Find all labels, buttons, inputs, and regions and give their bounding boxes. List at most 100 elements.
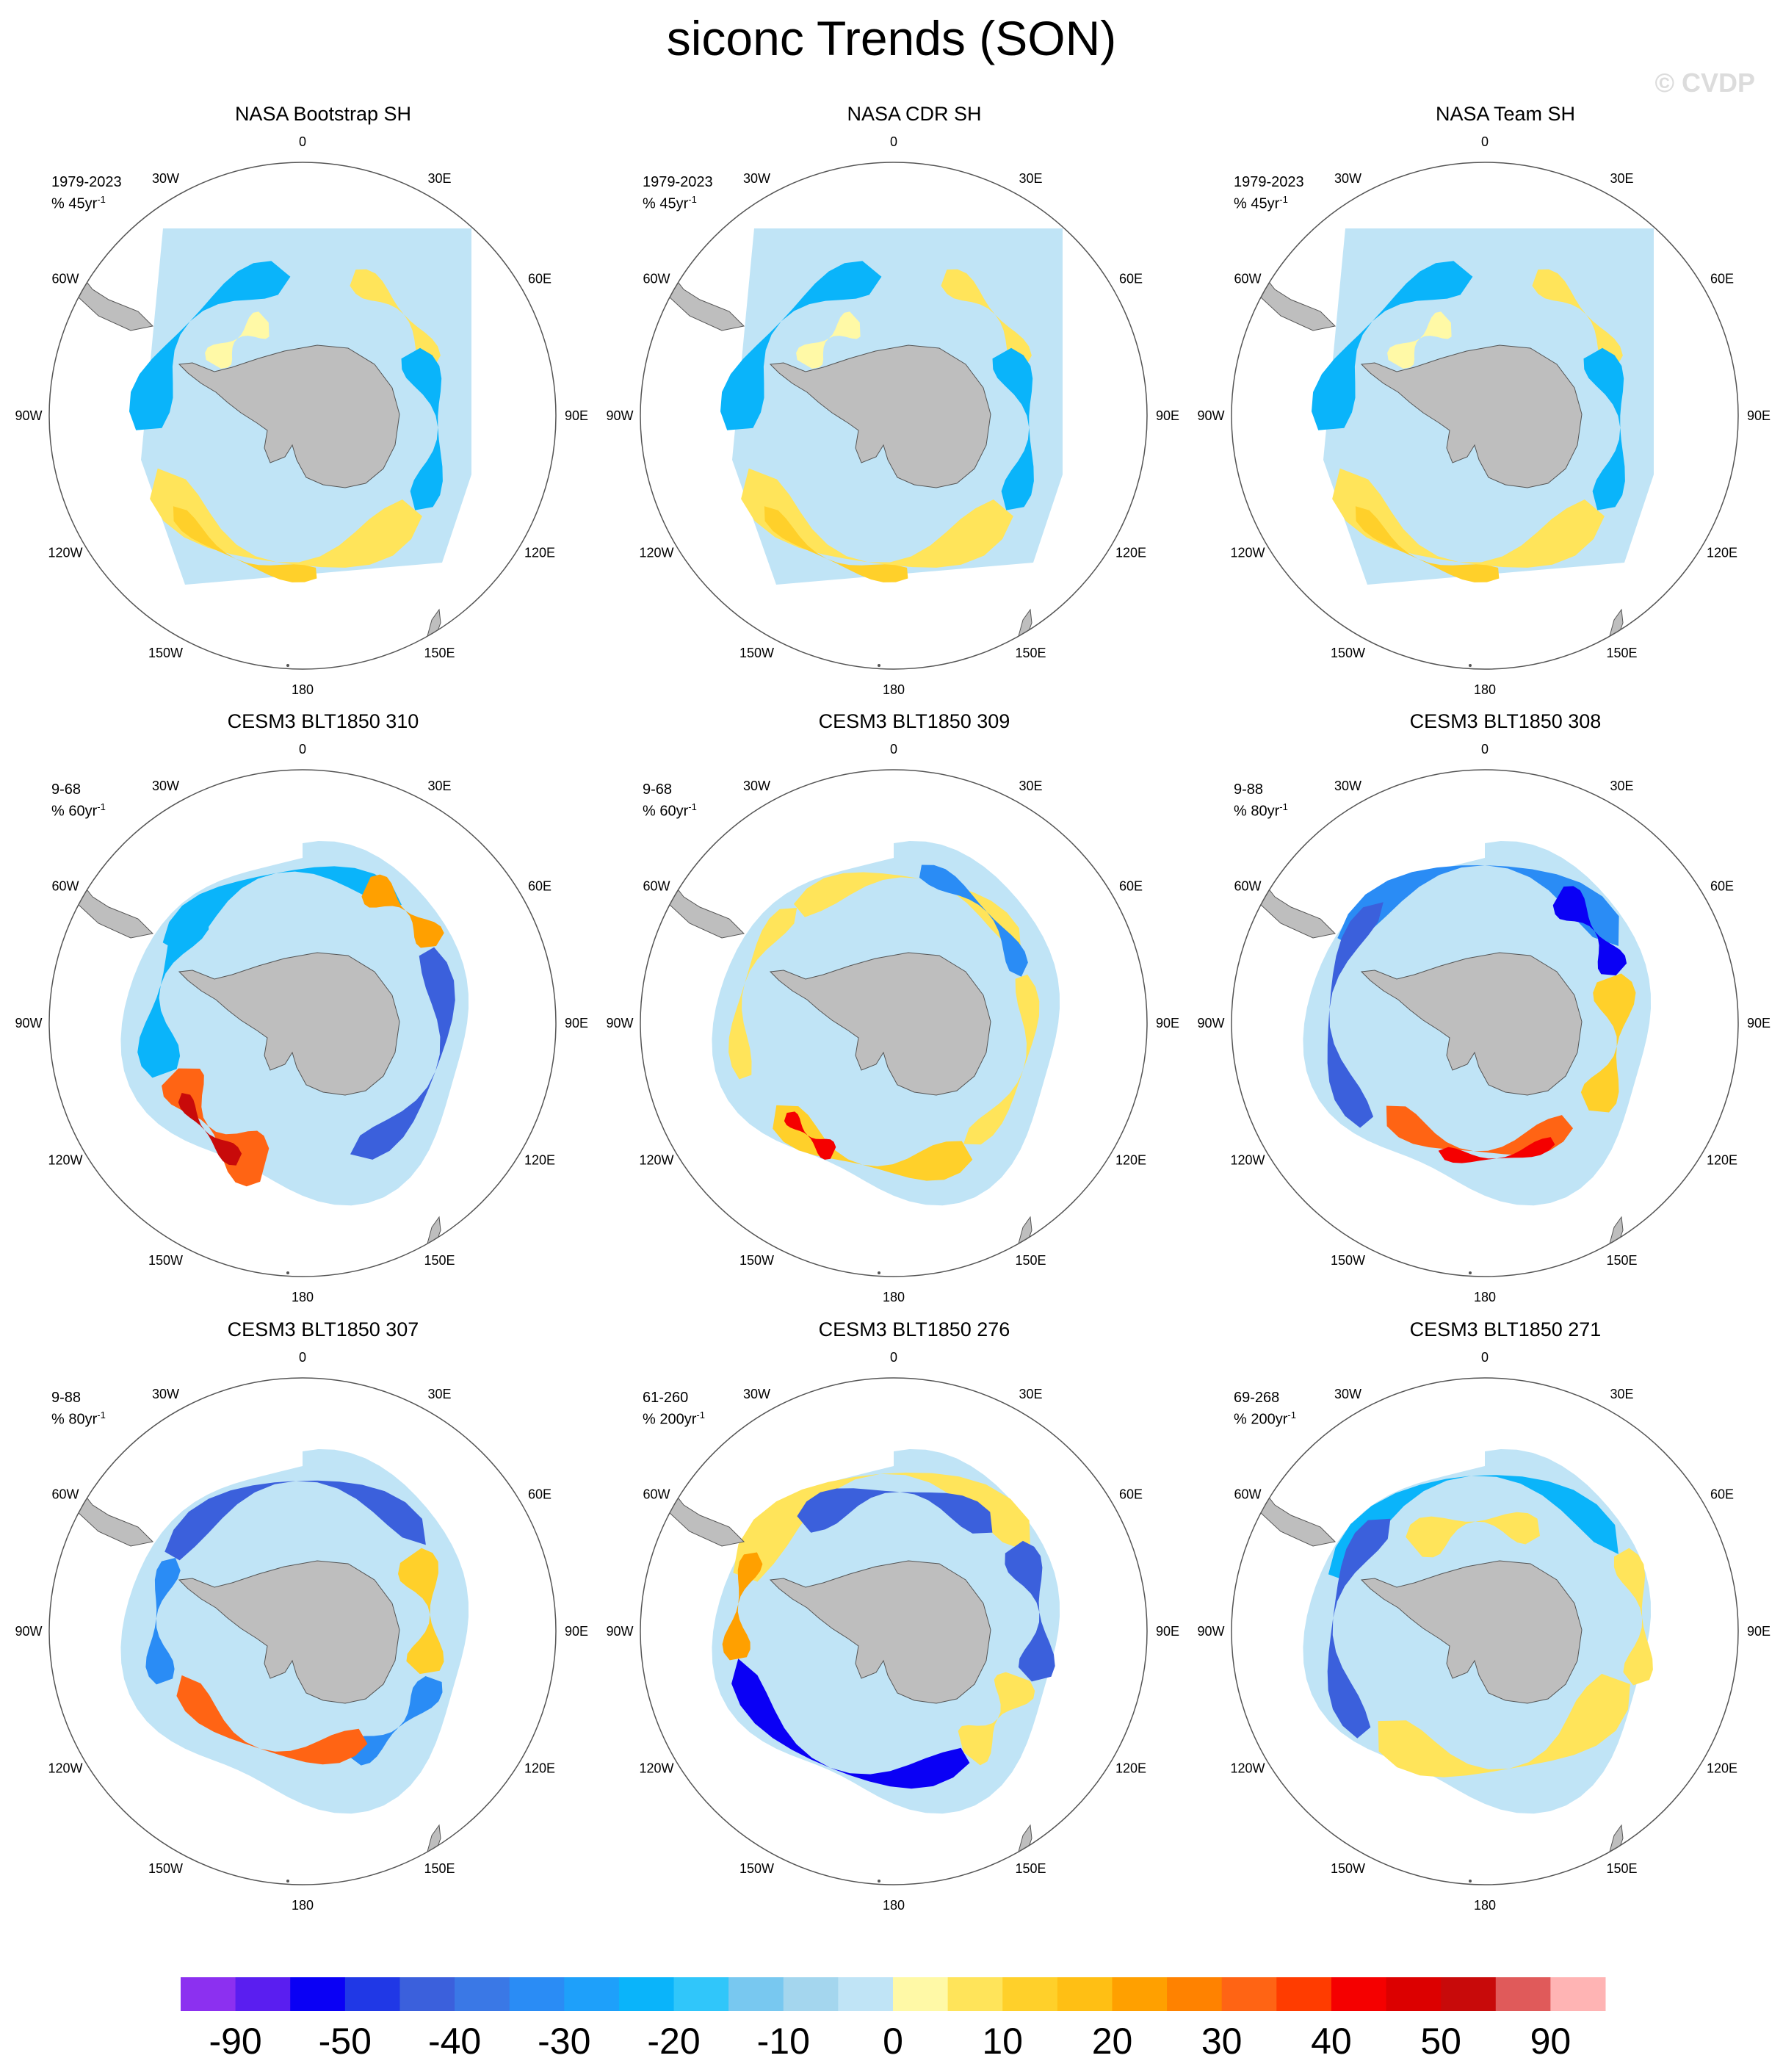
longitude-label: 0 xyxy=(890,742,897,757)
map-boundary xyxy=(48,162,557,670)
trend-contour xyxy=(1438,1137,1555,1163)
trend-contour xyxy=(205,311,270,369)
longitude-label: 60E xyxy=(528,1487,551,1502)
colorbar-swatch xyxy=(838,1977,894,2011)
longitude-label: 60W xyxy=(51,879,79,894)
period-label: 9-88 xyxy=(51,1390,82,1406)
polar-map: 0 30E 60E 90E 120E 150E 180 150W 120W 90W 60W 30W xyxy=(15,134,588,697)
colorbar-swatch xyxy=(1276,1977,1332,2011)
colorbar-label: -10 xyxy=(757,2021,810,2062)
panel-period-units: 9-88 % 80yr-1 xyxy=(51,1389,106,1429)
longitude-label: 150W xyxy=(1331,1861,1365,1876)
longitude-label: 90W xyxy=(15,1016,42,1030)
trend-contour xyxy=(1580,973,1636,1113)
island-dot xyxy=(286,1880,289,1883)
island-dot xyxy=(1469,664,1472,667)
longitude-label: 150E xyxy=(424,1861,455,1876)
longitude-label: 180 xyxy=(883,682,905,697)
longitude-label: 150W xyxy=(148,1253,183,1268)
longitude-label: 30E xyxy=(427,171,451,186)
longitude-label: 150E xyxy=(1606,1861,1637,1876)
land-mass xyxy=(492,1819,510,1830)
colorbar-swatch xyxy=(1221,1977,1277,2011)
panel-title: CESM3 BLT1850 308 xyxy=(1409,710,1602,732)
trend-contour xyxy=(150,468,422,568)
longitude-label: 150W xyxy=(148,1861,183,1876)
longitude-label: 90W xyxy=(606,1624,633,1639)
longitude-label: 90W xyxy=(15,408,42,423)
panel-title: CESM3 BLT1850 271 xyxy=(1409,1318,1602,1340)
longitude-label: 120E xyxy=(1115,546,1146,560)
units-label: % 200yr-1 xyxy=(1234,1409,1296,1428)
antarctica-land xyxy=(178,952,400,1096)
units-label: % 45yr-1 xyxy=(51,194,106,212)
panel-period-units: 61-260 % 200yr-1 xyxy=(643,1389,705,1429)
units-label: % 80yr-1 xyxy=(51,1409,106,1428)
longitude-label: 30W xyxy=(152,1387,179,1401)
longitude-label: 180 xyxy=(1474,1290,1496,1304)
longitude-label: 150W xyxy=(739,1861,774,1876)
trend-contour xyxy=(720,261,882,430)
antarctica-land xyxy=(1360,1560,1583,1704)
panel-period-units: 9-88 % 80yr-1 xyxy=(1234,781,1288,820)
trend-contour xyxy=(1355,506,1500,582)
colorbar-label: -50 xyxy=(319,2021,372,2062)
colorbar-swatch xyxy=(1167,1977,1223,2011)
panel-period-units: 1979-2023 % 45yr-1 xyxy=(643,173,713,213)
trend-contour xyxy=(145,1558,181,1685)
longitude-label: 0 xyxy=(890,134,897,149)
watermark: © CVDP xyxy=(1654,68,1755,98)
land-mass xyxy=(1083,604,1102,614)
longitude-label: 60E xyxy=(528,272,551,286)
longitude-label: 120E xyxy=(524,1761,555,1776)
island-dot xyxy=(878,1880,880,1883)
longitude-label: 90E xyxy=(1747,1016,1771,1030)
land-mass xyxy=(77,882,154,939)
longitude-label: 120W xyxy=(639,546,673,560)
longitude-label: 60W xyxy=(1234,879,1261,894)
longitude-label: 30W xyxy=(743,171,770,186)
polar-map: 0 30E 60E 90E 120E 150E 180 150W 120W 90W 60W 30W xyxy=(606,1350,1179,1913)
longitude-label: 0 xyxy=(299,134,306,149)
longitude-label: 120E xyxy=(1115,1761,1146,1776)
colorbar-swatch xyxy=(1550,1977,1606,2011)
panel-period-units: 1979-2023 % 45yr-1 xyxy=(1234,173,1304,213)
polar-map: 0 30E 60E 90E 120E 150E 180 150W 120W 90W 60W 30W xyxy=(15,742,588,1304)
longitude-label: 150W xyxy=(1331,1253,1365,1268)
longitude-label: 60E xyxy=(1710,1487,1734,1502)
longitude-label: 90W xyxy=(1197,408,1224,423)
longitude-label: 120W xyxy=(48,1153,82,1168)
panel-title: CESM3 BLT1850 307 xyxy=(227,1318,419,1340)
trend-contour xyxy=(1005,1540,1055,1682)
island-dot xyxy=(1469,1271,1472,1274)
map-boundary xyxy=(1231,1377,1739,1885)
longitude-label: 30W xyxy=(1334,1387,1361,1401)
map-boundary xyxy=(640,162,1148,670)
panel-period-units: 69-268 % 200yr-1 xyxy=(1234,1389,1296,1429)
period-label: 61-260 xyxy=(643,1390,689,1406)
longitude-label: 30E xyxy=(1019,1387,1042,1401)
longitude-label: 0 xyxy=(1481,1350,1489,1365)
trend-contour xyxy=(162,866,402,953)
map-panel: NASA Bootstrap SH 1979-2023 % 45yr-1 0 30E 60… xyxy=(15,103,617,697)
trend-contour xyxy=(797,1488,993,1534)
land-mass xyxy=(1674,1211,1693,1221)
trend-contour xyxy=(164,1480,426,1561)
longitude-label: 60E xyxy=(1119,272,1143,286)
longitude-label: 90W xyxy=(1197,1016,1224,1030)
island-dot xyxy=(286,664,289,667)
longitude-label: 90W xyxy=(606,1016,633,1030)
period-label: 1979-2023 xyxy=(643,174,713,190)
trend-contour xyxy=(963,974,1040,1145)
trend-contour xyxy=(1312,261,1473,430)
longitude-label: 120W xyxy=(1230,1761,1265,1776)
longitude-label: 90W xyxy=(15,1624,42,1639)
land-mass xyxy=(1083,1819,1102,1830)
trend-contour xyxy=(1332,468,1605,568)
longitude-label: 90W xyxy=(606,408,633,423)
colorbar-swatch xyxy=(1495,1977,1551,2011)
longitude-label: 30E xyxy=(1610,1387,1633,1401)
antarctica-land xyxy=(1360,952,1583,1096)
period-label: 1979-2023 xyxy=(1234,174,1304,190)
antarctica-land xyxy=(178,344,400,488)
